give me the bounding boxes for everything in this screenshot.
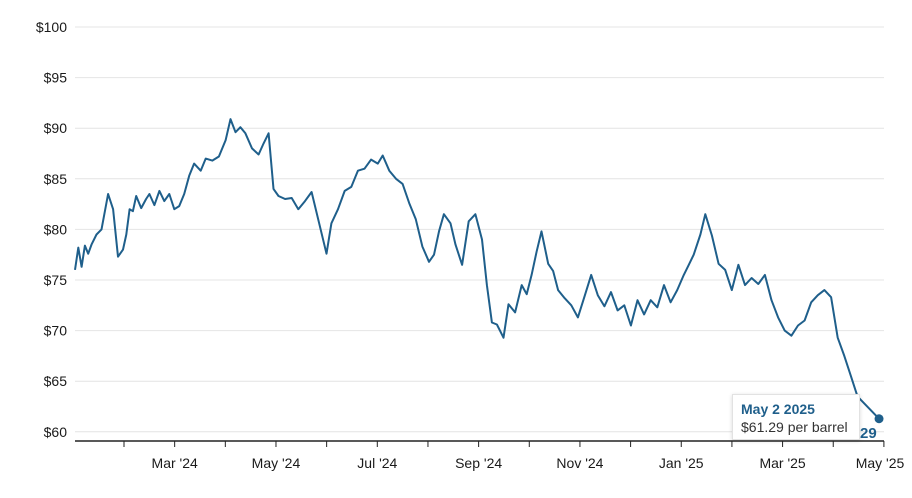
y-tick-label: $65 <box>44 373 68 389</box>
y-tick-label: $80 <box>44 221 68 237</box>
y-axis: $100 $95 $90 $85 $80 $75 $70 $65 $60 <box>36 19 67 440</box>
x-tick-label: Jul '24 <box>357 455 397 471</box>
last-point-marker[interactable] <box>874 414 884 424</box>
price-line <box>74 118 880 420</box>
y-tick-label: $85 <box>44 171 68 187</box>
x-tick-label: May '25 <box>856 455 905 471</box>
y-tick-label: $70 <box>44 323 68 339</box>
y-tick-label: $95 <box>44 70 68 86</box>
x-tick-label: Nov '24 <box>556 455 603 471</box>
x-tick-label: Mar '25 <box>759 455 805 471</box>
y-tick-label: $90 <box>44 120 68 136</box>
y-tick-label: $75 <box>44 272 68 288</box>
y-tick-label: $100 <box>36 19 67 35</box>
x-tick-label: Sep '24 <box>455 455 502 471</box>
tooltip-value: $61.29 per barrel <box>741 419 848 435</box>
end-value-label: 29 <box>860 425 877 442</box>
series-layer <box>74 118 884 424</box>
x-tick-label: May '24 <box>252 455 301 471</box>
x-tick-label: Jan '25 <box>659 455 704 471</box>
x-axis: Mar '24 May '24 Jul '24 Sep '24 Nov '24 Jan '… <box>75 440 905 471</box>
hover-tooltip: May 2 2025 $61.29 per barrel <box>732 394 860 440</box>
y-tick-label: $60 <box>44 424 68 440</box>
x-tick-label: Mar '24 <box>152 455 198 471</box>
tooltip-date: May 2 2025 <box>741 401 815 417</box>
